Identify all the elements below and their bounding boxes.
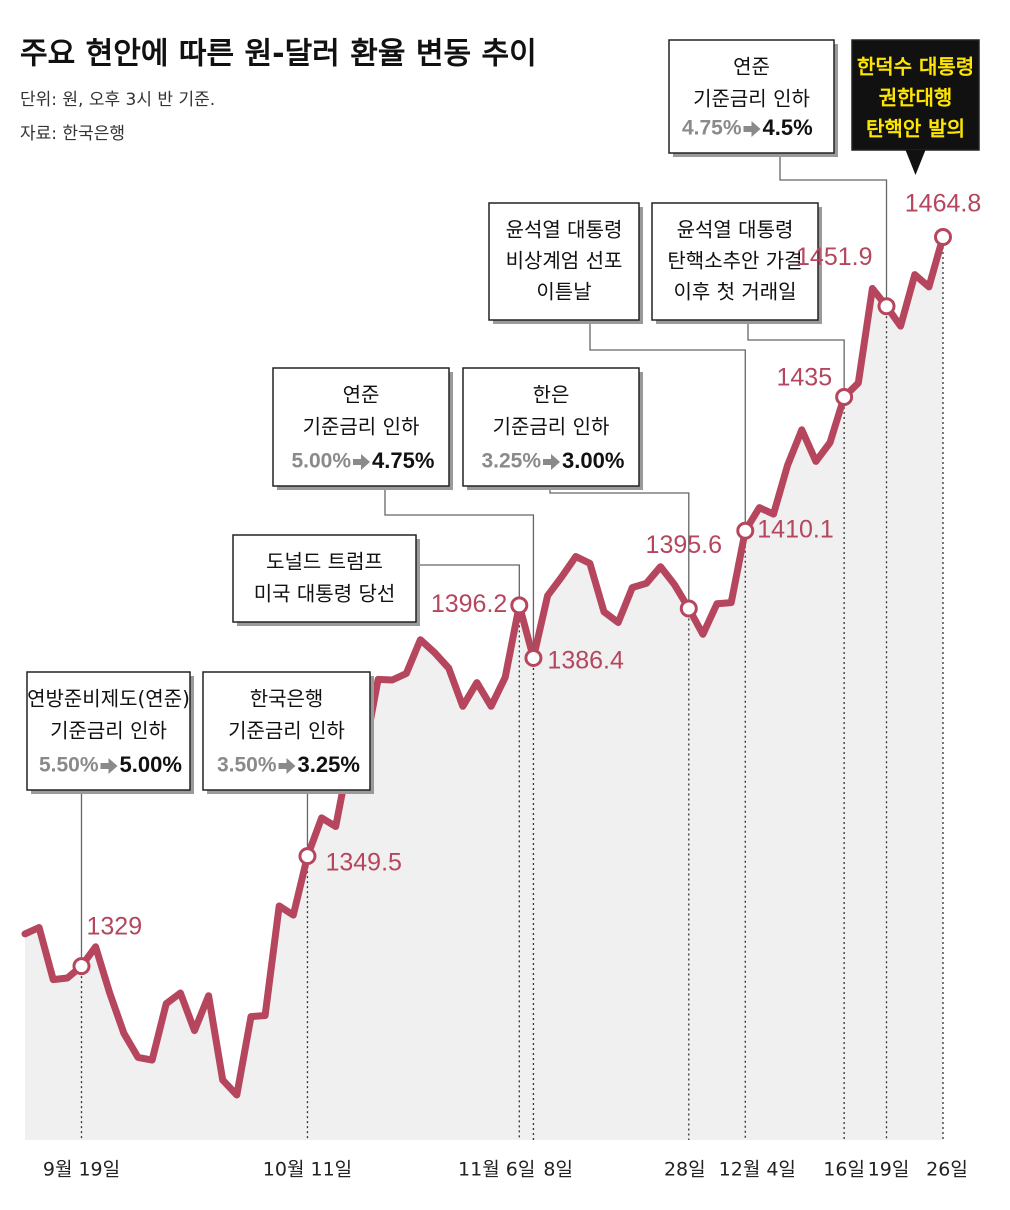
annotation-text: 연준 xyxy=(733,55,770,79)
annotation-text: 윤석열 대통령 xyxy=(506,218,623,242)
annotation-box xyxy=(488,202,640,321)
x-tick-label: 10월 11일 xyxy=(263,1159,352,1181)
x-tick-label: 16일 xyxy=(823,1159,865,1181)
x-tick-label: 9월 19일 xyxy=(43,1159,120,1181)
rate-to: 4.5% xyxy=(763,115,813,140)
x-tick-label: 26일 xyxy=(926,1159,968,1181)
value-label: 1396.2 xyxy=(431,590,507,618)
chart-title: 주요 현안에 따른 원-달러 환율 변동 추이 xyxy=(20,37,537,72)
annotation-text: 기준금리 인하 xyxy=(693,87,810,111)
value-label: 1386.4 xyxy=(547,647,624,675)
value-label: 1464.8 xyxy=(905,190,981,218)
rate-from: 5.50% xyxy=(39,754,99,777)
chart-source: 자료: 한국은행 xyxy=(20,124,125,144)
chart-subtitle: 단위: 원, 오후 3시 반 기준. xyxy=(20,90,215,110)
rate-from: 5.00% xyxy=(291,450,351,473)
connector xyxy=(779,153,888,299)
annotation-text: 연준 xyxy=(343,383,380,407)
point-marker xyxy=(736,521,755,540)
annotation-text: 도널드 트럼프 xyxy=(266,550,383,574)
value-label: 1395.6 xyxy=(646,531,722,559)
annotation-text: 비상계엄 선포 xyxy=(506,249,623,273)
x-tick-label: 19일 xyxy=(868,1159,910,1181)
value-label: 1451.9 xyxy=(796,243,872,271)
rate-from: 3.50% xyxy=(217,754,277,777)
connector xyxy=(384,486,535,650)
rate-arrow xyxy=(543,454,560,470)
rate-to: 3.25% xyxy=(298,752,360,777)
annotation-text: 윤석열 대통령 xyxy=(677,218,794,242)
rate-arrow xyxy=(278,758,296,774)
annotation-box xyxy=(232,534,417,623)
point-marker xyxy=(835,388,854,407)
connector xyxy=(416,564,520,598)
x-tick-label: 12월 4일 xyxy=(719,1159,796,1181)
annotation-box xyxy=(851,39,980,151)
annotation-text: 기준금리 인하 xyxy=(50,719,167,743)
annotation-text: 탄핵소추안 가결 xyxy=(667,249,802,273)
connector xyxy=(589,320,746,523)
annotation-text: 탄핵안 발의 xyxy=(866,117,965,141)
point-marker xyxy=(679,599,698,618)
point-marker xyxy=(298,847,317,866)
annotation-text: 미국 대통령 당선 xyxy=(254,582,396,606)
area xyxy=(25,237,943,1140)
rate-from: 3.25% xyxy=(481,450,541,473)
point-marker xyxy=(934,228,952,246)
annotation-text: 한국은행 xyxy=(250,687,324,711)
annotation-text: 이후 첫 거래일 xyxy=(673,280,796,304)
annotation-text: 한덕수 대통령 xyxy=(857,55,974,79)
annotation-text: 기준금리 인하 xyxy=(303,415,420,439)
rate-from: 4.75% xyxy=(682,117,742,140)
point-marker xyxy=(877,297,896,316)
line xyxy=(21,233,947,1099)
annotation-text: 한은 xyxy=(533,383,570,407)
x-tick-label: 11월 6일 xyxy=(458,1159,535,1181)
rate-arrow xyxy=(743,121,761,137)
point-marker xyxy=(72,957,91,976)
point-marker xyxy=(510,596,529,615)
value-label: 1435 xyxy=(777,364,833,392)
rate-to: 4.75% xyxy=(372,448,434,473)
x-tick-label: 8일 xyxy=(543,1159,573,1181)
annotation-text: 기준금리 인하 xyxy=(493,415,610,439)
annotation-text: 권한대행 xyxy=(879,86,953,110)
x-tick-label: 28일 xyxy=(664,1159,706,1181)
connector xyxy=(747,320,845,390)
rate-to: 5.00% xyxy=(120,752,182,777)
rate-arrow xyxy=(353,454,370,470)
annotation-text: 기준금리 인하 xyxy=(228,719,345,743)
rate-arrow xyxy=(100,758,118,774)
annotation-box xyxy=(651,202,819,321)
point-marker xyxy=(524,648,543,667)
pointer xyxy=(905,150,926,175)
annotation-text: 이튿날 xyxy=(536,280,591,304)
rate-to: 3.00% xyxy=(562,448,624,473)
value-label: 1410.1 xyxy=(757,515,833,543)
annotation-text: 연방준비제도(연준) xyxy=(27,687,190,711)
value-label: 1349.5 xyxy=(325,849,401,877)
value-label: 1329 xyxy=(86,913,142,941)
